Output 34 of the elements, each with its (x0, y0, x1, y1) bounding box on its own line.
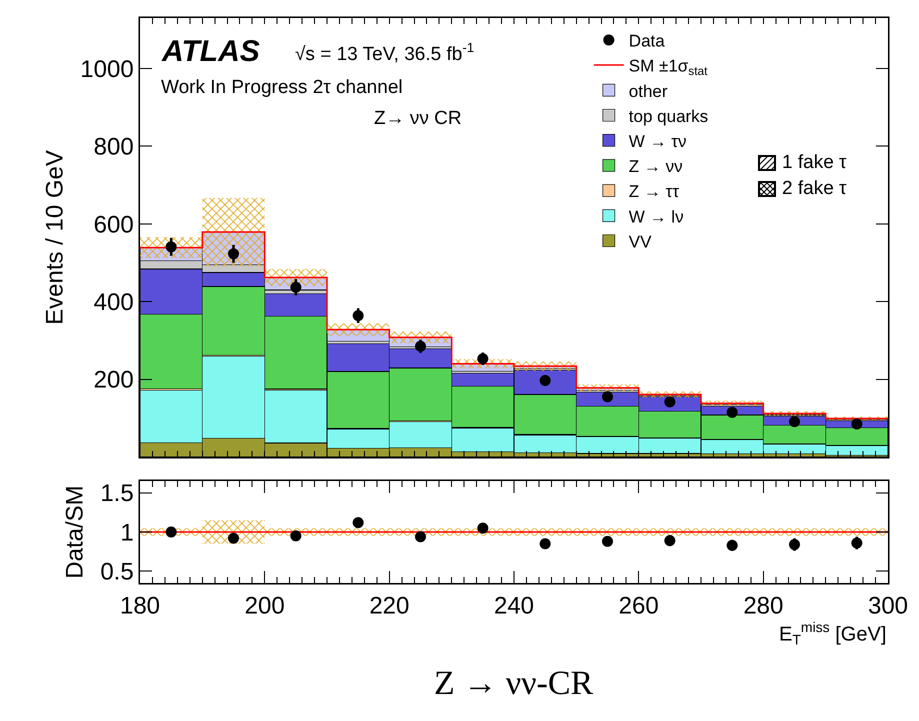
annotation: Z→ νν CR (374, 108, 462, 129)
legend-label: Data (628, 32, 666, 51)
y-tick-label: 1 (120, 519, 134, 546)
y-axis-title: Data/SM (62, 485, 89, 579)
y-tick-label: 800 (94, 134, 134, 161)
x-tick-label: 220 (369, 592, 410, 620)
legend-label: top quarks (628, 106, 708, 126)
legend-label: W → lν (628, 207, 684, 226)
text: Z → νν-CR (434, 665, 594, 702)
y-tick-label: 200 (94, 366, 134, 394)
annotation: √s = 13 TeV, 36.5 fb$^{-1}$ (295, 40, 474, 65)
y-tick-label: 0.5 (100, 558, 134, 586)
y-tick-label: 600 (94, 211, 134, 238)
annotation: ATLAS (161, 35, 260, 68)
annotation: 2 fake τ (782, 178, 848, 199)
legend-label: W → τν (628, 132, 687, 151)
x-tick-label: 260 (618, 592, 659, 620)
x-tick-label: 300 (868, 592, 908, 620)
legend-label: Z → ττ (628, 182, 680, 202)
x-tick-label: 180 (120, 592, 160, 620)
x-axis-title: E$_{T}$$^{miss}$ [GeV] (779, 619, 886, 648)
legend-label: SM ±1σ$_{stat}$ (628, 56, 708, 78)
x-tick-label: 200 (244, 592, 285, 620)
y-tick-label: 400 (94, 289, 134, 316)
legend-label: other (628, 82, 668, 101)
annotation: Work In Progress 2τ channel (161, 77, 403, 98)
y-tick-label: 1.5 (100, 480, 134, 508)
legend-label: Z → νν (628, 157, 683, 176)
legend-label: VV (628, 232, 652, 252)
annotation: 1 fake τ (782, 152, 848, 173)
x-tick-label: 280 (743, 592, 784, 620)
y-tick-label: 1000 (80, 56, 134, 83)
x-tick-label: 240 (494, 592, 534, 620)
y-axis-title: Events / 10 GeV (42, 150, 69, 325)
